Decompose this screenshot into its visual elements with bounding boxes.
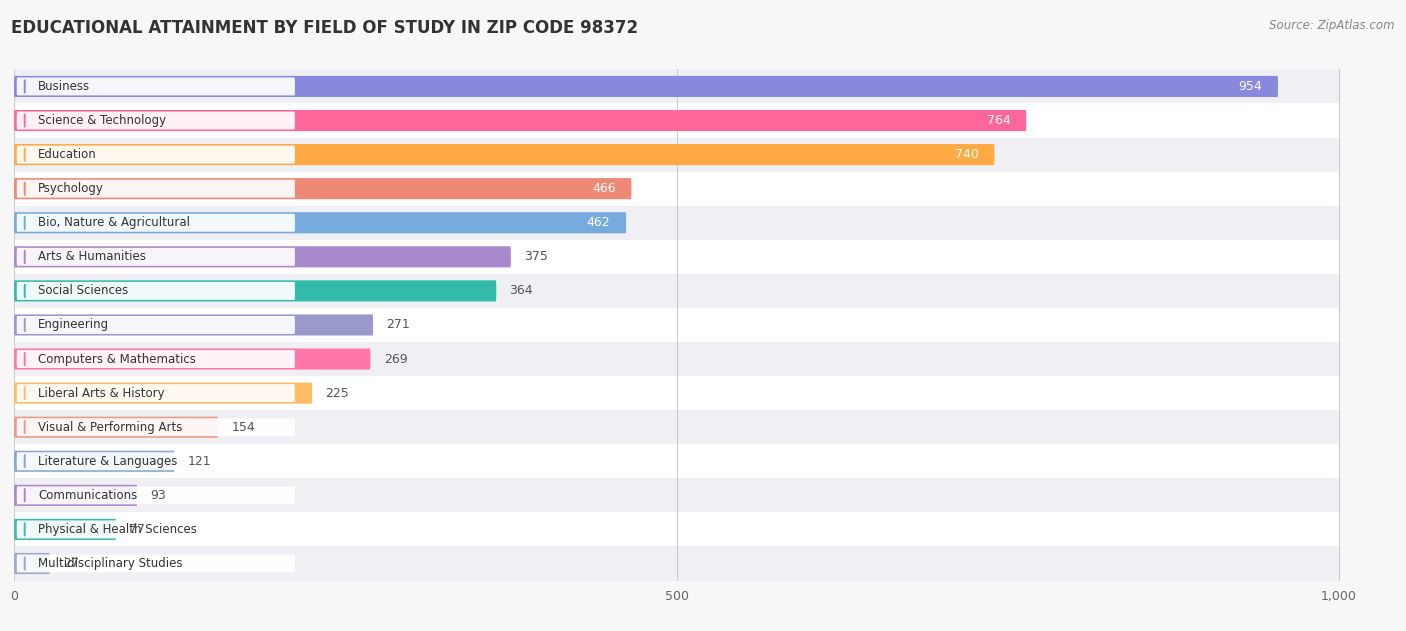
Text: Science & Technology: Science & Technology bbox=[38, 114, 166, 127]
FancyBboxPatch shape bbox=[17, 112, 295, 129]
Text: Visual & Performing Arts: Visual & Performing Arts bbox=[38, 421, 183, 433]
FancyBboxPatch shape bbox=[14, 212, 626, 233]
FancyBboxPatch shape bbox=[14, 416, 218, 438]
FancyBboxPatch shape bbox=[14, 69, 1339, 103]
FancyBboxPatch shape bbox=[14, 478, 1339, 512]
FancyBboxPatch shape bbox=[14, 485, 138, 506]
FancyBboxPatch shape bbox=[14, 308, 1339, 342]
FancyBboxPatch shape bbox=[14, 246, 510, 268]
Text: 375: 375 bbox=[524, 251, 548, 263]
Text: Social Sciences: Social Sciences bbox=[38, 285, 128, 297]
Text: Multidisciplinary Studies: Multidisciplinary Studies bbox=[38, 557, 183, 570]
Text: Arts & Humanities: Arts & Humanities bbox=[38, 251, 146, 263]
FancyBboxPatch shape bbox=[14, 444, 1339, 478]
FancyBboxPatch shape bbox=[14, 178, 631, 199]
Text: Source: ZipAtlas.com: Source: ZipAtlas.com bbox=[1270, 19, 1395, 32]
FancyBboxPatch shape bbox=[17, 521, 295, 538]
Text: Literature & Languages: Literature & Languages bbox=[38, 455, 177, 468]
FancyBboxPatch shape bbox=[14, 274, 1339, 308]
FancyBboxPatch shape bbox=[17, 487, 295, 504]
Text: Liberal Arts & History: Liberal Arts & History bbox=[38, 387, 165, 399]
FancyBboxPatch shape bbox=[17, 316, 295, 334]
FancyBboxPatch shape bbox=[14, 280, 496, 302]
Text: 93: 93 bbox=[150, 489, 166, 502]
FancyBboxPatch shape bbox=[17, 180, 295, 198]
Text: Engineering: Engineering bbox=[38, 319, 110, 331]
FancyBboxPatch shape bbox=[17, 384, 295, 402]
FancyBboxPatch shape bbox=[14, 240, 1339, 274]
Text: 462: 462 bbox=[586, 216, 610, 229]
Text: 154: 154 bbox=[232, 421, 254, 433]
FancyBboxPatch shape bbox=[17, 214, 295, 232]
FancyBboxPatch shape bbox=[14, 451, 174, 472]
FancyBboxPatch shape bbox=[14, 553, 49, 574]
FancyBboxPatch shape bbox=[17, 350, 295, 368]
Text: 954: 954 bbox=[1239, 80, 1263, 93]
FancyBboxPatch shape bbox=[14, 314, 373, 336]
Text: 740: 740 bbox=[955, 148, 979, 161]
Text: 271: 271 bbox=[387, 319, 411, 331]
FancyBboxPatch shape bbox=[14, 410, 1339, 444]
Text: Bio, Nature & Agricultural: Bio, Nature & Agricultural bbox=[38, 216, 190, 229]
FancyBboxPatch shape bbox=[17, 418, 295, 436]
Text: Physical & Health Sciences: Physical & Health Sciences bbox=[38, 523, 197, 536]
FancyBboxPatch shape bbox=[14, 512, 1339, 546]
FancyBboxPatch shape bbox=[17, 452, 295, 470]
FancyBboxPatch shape bbox=[17, 555, 295, 572]
Text: 269: 269 bbox=[384, 353, 408, 365]
Text: 77: 77 bbox=[129, 523, 145, 536]
Text: 121: 121 bbox=[187, 455, 211, 468]
FancyBboxPatch shape bbox=[17, 248, 295, 266]
Text: Psychology: Psychology bbox=[38, 182, 104, 195]
Text: Business: Business bbox=[38, 80, 90, 93]
FancyBboxPatch shape bbox=[14, 348, 370, 370]
Text: 225: 225 bbox=[325, 387, 349, 399]
Text: Computers & Mathematics: Computers & Mathematics bbox=[38, 353, 195, 365]
FancyBboxPatch shape bbox=[14, 76, 1278, 97]
FancyBboxPatch shape bbox=[14, 172, 1339, 206]
FancyBboxPatch shape bbox=[14, 138, 1339, 172]
Text: 764: 764 bbox=[987, 114, 1011, 127]
Text: 466: 466 bbox=[592, 182, 616, 195]
Text: Education: Education bbox=[38, 148, 97, 161]
Text: EDUCATIONAL ATTAINMENT BY FIELD OF STUDY IN ZIP CODE 98372: EDUCATIONAL ATTAINMENT BY FIELD OF STUDY… bbox=[11, 19, 638, 37]
FancyBboxPatch shape bbox=[14, 519, 117, 540]
FancyBboxPatch shape bbox=[14, 110, 1026, 131]
FancyBboxPatch shape bbox=[14, 206, 1339, 240]
FancyBboxPatch shape bbox=[17, 146, 295, 163]
FancyBboxPatch shape bbox=[14, 103, 1339, 138]
Text: 27: 27 bbox=[63, 557, 79, 570]
FancyBboxPatch shape bbox=[14, 144, 994, 165]
FancyBboxPatch shape bbox=[17, 78, 295, 95]
Text: 364: 364 bbox=[509, 285, 533, 297]
FancyBboxPatch shape bbox=[14, 546, 1339, 581]
FancyBboxPatch shape bbox=[14, 342, 1339, 376]
FancyBboxPatch shape bbox=[17, 282, 295, 300]
FancyBboxPatch shape bbox=[14, 376, 1339, 410]
FancyBboxPatch shape bbox=[14, 382, 312, 404]
Text: Communications: Communications bbox=[38, 489, 138, 502]
